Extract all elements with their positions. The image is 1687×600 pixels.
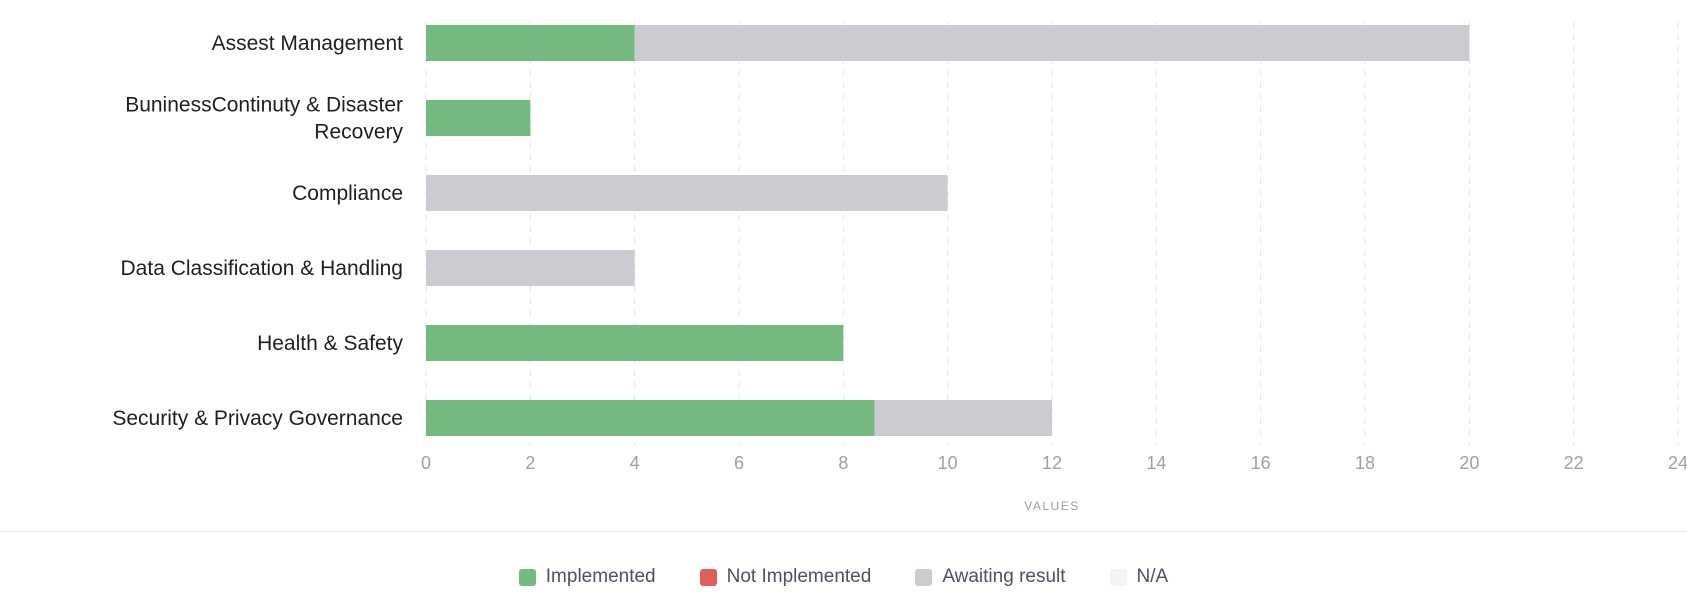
chart-legend: Implemented Not Implemented Awaiting resul… (0, 566, 1687, 588)
bar-implemented (426, 100, 531, 136)
legend-item-not-implemented[interactable]: Not Implemented (699, 566, 872, 588)
category-label: Health & Safety (257, 332, 403, 355)
legend-item-implemented[interactable]: Implemented (518, 566, 656, 588)
x-tick-label: 0 (421, 453, 431, 473)
legend-label: Awaiting result (942, 566, 1066, 587)
x-tick-label: 20 (1459, 453, 1479, 473)
x-tick-label: 10 (938, 453, 958, 473)
category-label: BuninessContinuty & Disaster Recovery (125, 94, 403, 144)
x-tick-label: 4 (630, 453, 640, 473)
x-tick-label: 8 (838, 453, 848, 473)
bar-awaiting-result (874, 400, 1052, 436)
x-tick-label: 2 (525, 453, 535, 473)
x-tick-label: 18 (1355, 453, 1375, 473)
category-label: Compliance (292, 182, 403, 205)
legend-label: Implemented (545, 566, 656, 587)
x-tick-label: 14 (1146, 453, 1166, 473)
legend-divider (0, 531, 1687, 532)
bar-awaiting-result (426, 175, 948, 211)
bar-implemented (426, 400, 875, 436)
category-label: Assest Management (212, 32, 404, 55)
legend-label: N/A (1136, 566, 1169, 587)
legend-swatch (518, 568, 536, 586)
x-tick-label: 6 (734, 453, 744, 473)
bar-implemented (426, 325, 844, 361)
legend-item-n-a[interactable]: N/A (1109, 566, 1169, 588)
x-tick-label: 22 (1564, 453, 1584, 473)
category-label: Data Classification & Handling (121, 257, 403, 280)
x-axis-label: VALUES (1024, 499, 1079, 513)
category-label: Security & Privacy Governance (112, 407, 403, 430)
legend-item-awaiting-result[interactable]: Awaiting result (915, 566, 1066, 588)
bar-implemented (426, 25, 635, 61)
x-tick-label: 12 (1042, 453, 1062, 473)
bar-awaiting-result (426, 250, 635, 286)
legend-swatch (699, 568, 717, 586)
x-tick-label: 24 (1668, 453, 1687, 473)
legend-swatch (915, 568, 933, 586)
legend-label: Not Implemented (726, 566, 872, 587)
legend-swatch (1109, 568, 1127, 586)
x-tick-label: 16 (1251, 453, 1271, 473)
chart-canvas: Assest Management BuninessContinuty & Dis… (112, 22, 1687, 513)
bar-awaiting-result (634, 25, 1470, 61)
